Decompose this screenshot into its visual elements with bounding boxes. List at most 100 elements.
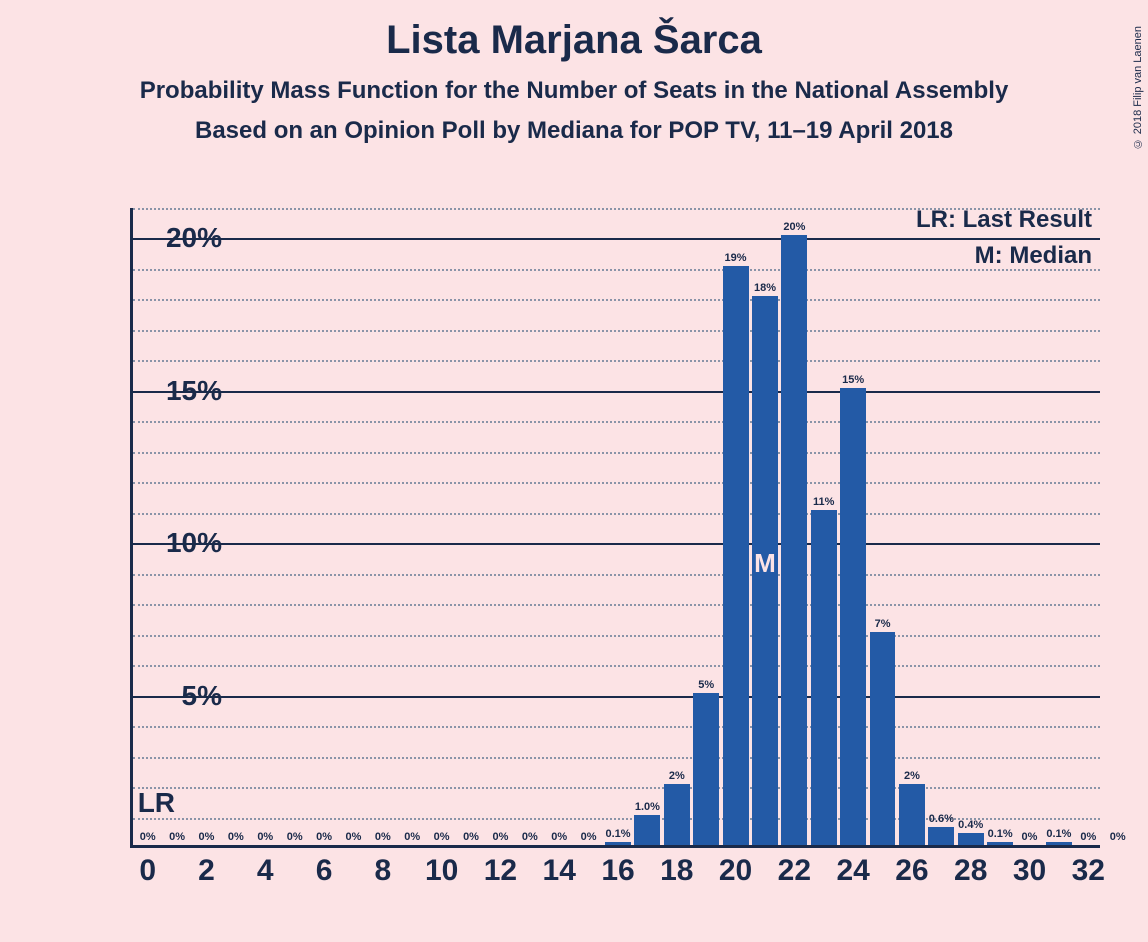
bar-value-label: 18% <box>754 282 776 294</box>
y-axis-label: 15% <box>132 375 222 407</box>
grid-minor <box>133 787 1100 789</box>
bar <box>634 815 660 845</box>
bar-value-label: 0.1% <box>988 828 1013 840</box>
bar-value-label: 7% <box>875 618 891 630</box>
bar-value-label: 0% <box>316 831 332 843</box>
x-axis-label: 6 <box>294 854 354 888</box>
median-marker: M <box>754 548 776 579</box>
x-axis-label: 16 <box>588 854 648 888</box>
bar <box>870 632 896 845</box>
x-axis-label: 10 <box>412 854 472 888</box>
grid-minor <box>133 360 1100 362</box>
bar <box>723 266 749 845</box>
bar-value-label: 0% <box>228 831 244 843</box>
bar <box>958 833 984 845</box>
bar-value-label: 0% <box>199 831 215 843</box>
x-axis-label: 20 <box>706 854 766 888</box>
legend-lr: LR: Last Result <box>916 206 1092 234</box>
bar-value-label: 0% <box>522 831 538 843</box>
bar-value-label: 5% <box>698 679 714 691</box>
bar <box>811 510 837 845</box>
bar-value-label: 0% <box>287 831 303 843</box>
bar-value-label: 0.6% <box>929 813 954 825</box>
x-axis-label: 28 <box>941 854 1001 888</box>
legend-m: M: Median <box>975 242 1092 270</box>
y-axis-label: 5% <box>132 680 222 712</box>
bar-value-label: 2% <box>904 770 920 782</box>
grid-major <box>133 391 1100 393</box>
chart-subtitle-2: Based on an Opinion Poll by Mediana for … <box>0 117 1148 145</box>
bar-value-label: 0% <box>140 831 156 843</box>
grid-minor <box>133 330 1100 332</box>
bar <box>840 388 866 845</box>
grid-minor <box>133 452 1100 454</box>
bar-value-label: 2% <box>669 770 685 782</box>
x-axis-label: 30 <box>1000 854 1060 888</box>
bar-value-label: 0% <box>1022 831 1038 843</box>
bar <box>899 784 925 845</box>
grid-minor <box>133 818 1100 820</box>
bar-value-label: 1.0% <box>635 801 660 813</box>
x-axis-label: 8 <box>353 854 413 888</box>
chart-title: Lista Marjana Šarca <box>0 18 1148 63</box>
bar-value-label: 0% <box>434 831 450 843</box>
bar <box>1046 842 1072 845</box>
bar <box>664 784 690 845</box>
bar-value-label: 0% <box>1080 831 1096 843</box>
bar-value-label: 0.1% <box>605 828 630 840</box>
bar <box>928 827 954 845</box>
grid-minor <box>133 269 1100 271</box>
bar-value-label: 0% <box>346 831 362 843</box>
grid-minor <box>133 635 1100 637</box>
lr-marker: LR <box>138 787 175 819</box>
bar-value-label: 0% <box>375 831 391 843</box>
grid-minor <box>133 421 1100 423</box>
bar-value-label: 0% <box>404 831 420 843</box>
bar-value-label: 20% <box>783 221 805 233</box>
bar <box>605 842 631 845</box>
grid-minor <box>133 299 1100 301</box>
bar-value-label: 0% <box>1110 831 1126 843</box>
x-axis-label: 4 <box>235 854 295 888</box>
grid-major <box>133 238 1100 240</box>
x-axis-label: 2 <box>176 854 236 888</box>
x-axis-label: 0 <box>118 854 178 888</box>
bar-value-label: 0% <box>169 831 185 843</box>
copyright-text: © 2018 Filip van Laenen <box>1132 26 1144 149</box>
x-axis-label: 24 <box>823 854 883 888</box>
bar-value-label: 0% <box>581 831 597 843</box>
grid-minor <box>133 513 1100 515</box>
y-axis-label: 10% <box>132 527 222 559</box>
grid-major <box>133 543 1100 545</box>
bar <box>987 842 1013 845</box>
grid-major <box>133 696 1100 698</box>
grid-minor <box>133 726 1100 728</box>
x-axis-label: 18 <box>647 854 707 888</box>
bar-value-label: 11% <box>813 496 834 508</box>
grid-minor <box>133 574 1100 576</box>
grid-minor <box>133 482 1100 484</box>
bar-value-label: 0.1% <box>1046 828 1071 840</box>
bar <box>693 693 719 845</box>
bar-value-label: 19% <box>725 252 747 264</box>
x-axis-label: 32 <box>1058 854 1118 888</box>
bar-value-label: 0% <box>551 831 567 843</box>
bar-value-label: 0% <box>492 831 508 843</box>
bar-value-label: 0% <box>463 831 479 843</box>
chart-area: LR: Last Result M: Median 5%10%15%20%024… <box>30 208 1120 928</box>
y-axis-label: 20% <box>132 222 222 254</box>
bar-value-label: 15% <box>842 374 864 386</box>
bar-value-label: 0% <box>257 831 273 843</box>
chart-subtitle-1: Probability Mass Function for the Number… <box>0 77 1148 105</box>
grid-minor <box>133 757 1100 759</box>
x-axis-label: 22 <box>764 854 824 888</box>
x-axis-label: 26 <box>882 854 942 888</box>
grid-minor <box>133 208 1100 210</box>
x-axis-label: 14 <box>529 854 589 888</box>
grid-minor <box>133 665 1100 667</box>
bar <box>781 235 807 845</box>
plot-area: LR: Last Result M: Median 5%10%15%20%024… <box>130 208 1100 848</box>
bar-value-label: 0.4% <box>958 819 983 831</box>
grid-minor <box>133 604 1100 606</box>
x-axis-label: 12 <box>470 854 530 888</box>
